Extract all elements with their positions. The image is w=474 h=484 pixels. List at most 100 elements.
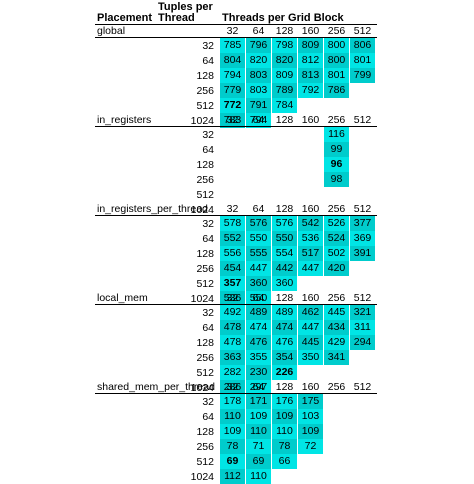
table-cell: 789 bbox=[272, 83, 297, 98]
column-header: 64 bbox=[252, 114, 265, 126]
row-label: 1024 bbox=[190, 471, 214, 483]
table-cell: 99 bbox=[324, 142, 349, 157]
row-label: 64 bbox=[202, 55, 214, 67]
table-cell: 556 bbox=[220, 246, 245, 261]
column-header: 256 bbox=[327, 292, 346, 304]
table-cell: 72 bbox=[298, 439, 323, 454]
table-cell: 447 bbox=[246, 261, 271, 276]
table-cell: 357 bbox=[220, 276, 245, 291]
table-cell: 230 bbox=[246, 365, 271, 380]
table-cell: 377 bbox=[350, 216, 375, 231]
column-header: 256 bbox=[327, 25, 346, 37]
table-cell: 442 bbox=[272, 261, 297, 276]
row-label: 64 bbox=[202, 411, 214, 423]
table-cell: 429 bbox=[324, 335, 349, 350]
row-label: 256 bbox=[196, 263, 214, 275]
table-cell: 813 bbox=[298, 68, 323, 83]
row-label: 32 bbox=[202, 307, 214, 319]
section-rule bbox=[95, 126, 377, 127]
row-label: 256 bbox=[196, 174, 214, 186]
column-header: 512 bbox=[353, 203, 372, 215]
table-cell: 454 bbox=[220, 261, 245, 276]
table-cell: 783 bbox=[220, 113, 245, 128]
table-cell: 792 bbox=[298, 83, 323, 98]
table-cell: 462 bbox=[298, 305, 323, 320]
row-label: 512 bbox=[196, 100, 214, 112]
table-cell: 69 bbox=[246, 454, 271, 469]
row-label: 512 bbox=[196, 456, 214, 468]
row-label: 32 bbox=[202, 40, 214, 52]
table-cell: 171 bbox=[246, 394, 271, 409]
placement-header: Placement bbox=[97, 12, 153, 24]
table-cell: 112 bbox=[220, 469, 245, 484]
section-rule bbox=[95, 393, 377, 394]
table-cell: 116 bbox=[324, 127, 349, 142]
column-header: 64 bbox=[252, 381, 265, 393]
section-name-local_mem: local_mem bbox=[97, 292, 148, 304]
section-name-in_registers_per_thread: in_registers_per_thread bbox=[97, 203, 208, 215]
table-cell: 110 bbox=[272, 424, 297, 439]
table-cell: 78 bbox=[220, 439, 245, 454]
table-cell: 110 bbox=[220, 409, 245, 424]
table-cell: 809 bbox=[272, 68, 297, 83]
table-cell: 474 bbox=[272, 320, 297, 335]
column-header: 512 bbox=[353, 114, 372, 126]
table-cell: 555 bbox=[246, 246, 271, 261]
table-cell: 536 bbox=[220, 291, 245, 306]
table-cell: 447 bbox=[298, 320, 323, 335]
column-header: 64 bbox=[252, 203, 265, 215]
table-cell: 784 bbox=[272, 98, 297, 113]
section-name-in_registers: in_registers bbox=[97, 114, 152, 126]
row-label: 512 bbox=[196, 189, 214, 201]
column-header: 64 bbox=[252, 292, 265, 304]
table-cell: 71 bbox=[246, 439, 271, 454]
header-rule bbox=[95, 24, 377, 25]
table-cell: 474 bbox=[246, 320, 271, 335]
column-header: 160 bbox=[301, 381, 320, 393]
table-cell: 820 bbox=[272, 53, 297, 68]
column-header: 256 bbox=[327, 203, 346, 215]
table-cell: 391 bbox=[350, 246, 375, 261]
column-header: 160 bbox=[301, 203, 320, 215]
column-header: 160 bbox=[301, 25, 320, 37]
table-cell: 820 bbox=[246, 53, 271, 68]
column-header: 32 bbox=[226, 203, 239, 215]
column-header: 512 bbox=[353, 292, 372, 304]
section-rule bbox=[95, 215, 377, 216]
column-header: 160 bbox=[301, 114, 320, 126]
column-header: 128 bbox=[275, 203, 294, 215]
column-header: 160 bbox=[301, 292, 320, 304]
column-header: 512 bbox=[353, 381, 372, 393]
table-cell: 524 bbox=[324, 231, 349, 246]
table-cell: 550 bbox=[246, 231, 271, 246]
column-header: 128 bbox=[275, 25, 294, 37]
table-cell: 489 bbox=[246, 305, 271, 320]
section-rule bbox=[95, 37, 377, 38]
column-header: 512 bbox=[353, 25, 372, 37]
table-cell: 809 bbox=[298, 38, 323, 53]
row-label: 128 bbox=[196, 159, 214, 171]
table-cell: 800 bbox=[324, 38, 349, 53]
table-cell: 803 bbox=[246, 68, 271, 83]
row-label: 256 bbox=[196, 85, 214, 97]
table-cell: 369 bbox=[350, 231, 375, 246]
table-cell: 800 bbox=[324, 53, 349, 68]
table-cell: 476 bbox=[246, 335, 271, 350]
table-cell: 447 bbox=[298, 261, 323, 276]
table-cell: 801 bbox=[350, 53, 375, 68]
table-cell: 492 bbox=[220, 305, 245, 320]
table-cell: 420 bbox=[324, 261, 349, 276]
row-label: 256 bbox=[196, 352, 214, 364]
column-header: 32 bbox=[226, 25, 239, 37]
table-cell: 772 bbox=[220, 98, 245, 113]
column-header: 256 bbox=[327, 381, 346, 393]
table-cell: 321 bbox=[350, 305, 375, 320]
table-cell: 66 bbox=[272, 454, 297, 469]
table-cell: 355 bbox=[246, 350, 271, 365]
row-label: 128 bbox=[196, 70, 214, 82]
table-cell: 311 bbox=[350, 320, 375, 335]
row-label: 128 bbox=[196, 248, 214, 260]
column-header: 128 bbox=[275, 381, 294, 393]
table-cell: 554 bbox=[272, 246, 297, 261]
table-cell: 286 bbox=[220, 380, 245, 395]
